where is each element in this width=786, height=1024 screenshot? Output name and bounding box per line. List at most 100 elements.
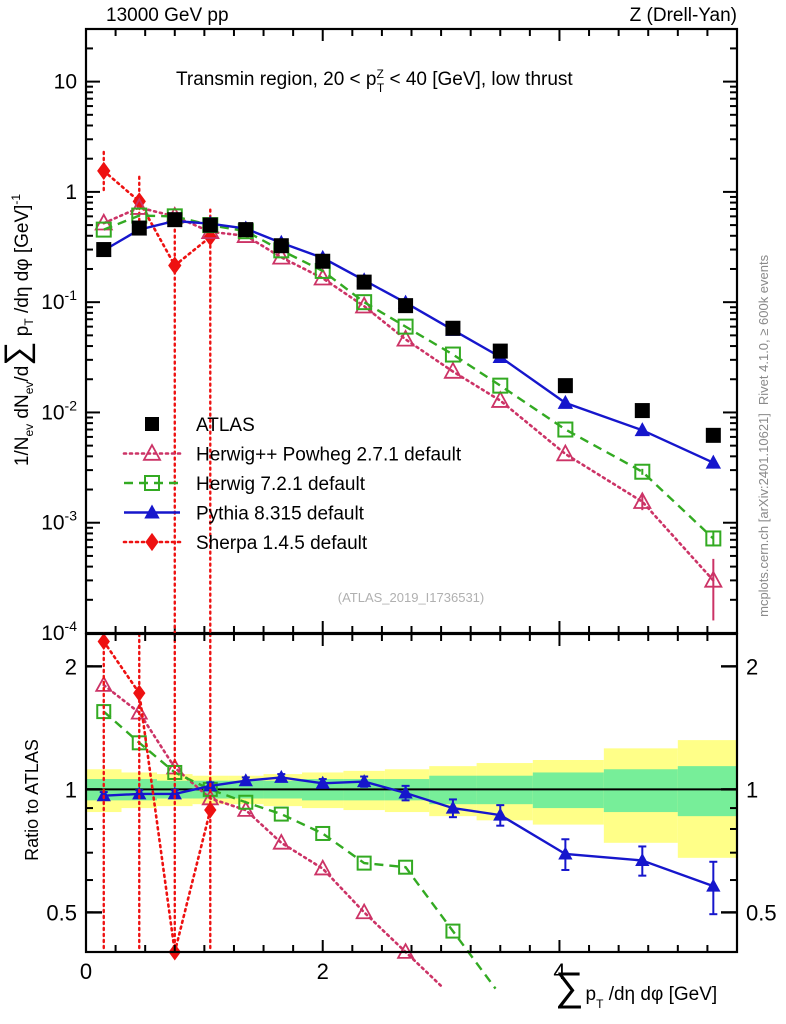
marker-square-filled — [445, 320, 461, 336]
marker-triangle-filled — [635, 852, 650, 866]
marker-diamond-filled — [97, 161, 111, 181]
legend-label: Herwig++ Powheg 2.7.1 default — [196, 445, 462, 466]
y-axis-label: 1/Nev dNev/d∑ pT /dη dφ [GeV]-1 — [0, 194, 36, 467]
title-sup-z: Z — [376, 67, 383, 81]
marker-triangle-filled — [493, 807, 508, 821]
marker-diamond-filled — [168, 256, 182, 275]
title-sub-t: T — [377, 81, 385, 95]
marker-triangle-open — [272, 833, 291, 850]
marker-triangle-filled — [557, 394, 574, 409]
marker-square-filled — [356, 274, 372, 290]
marker-triangle-open — [555, 443, 575, 462]
ratio-tick-label: 0.5 — [46, 900, 77, 925]
legend-entry-herwigpp: Herwig++ Powheg 2.7.1 default — [122, 443, 462, 466]
marker-triangle-filled — [357, 774, 372, 788]
legend-label: ATLAS — [196, 415, 255, 436]
marker-square-filled — [145, 417, 159, 431]
ratio-tick-label: 0.5 — [746, 900, 777, 925]
band-inner-bin — [677, 766, 737, 817]
ratio-series-sherpa — [97, 633, 217, 961]
marker-square-open — [397, 318, 414, 335]
marker-triangle-open — [443, 361, 463, 379]
marker-square-filled — [398, 298, 414, 314]
ratio-line — [103, 776, 714, 888]
ratio-tick-label: 1 — [746, 777, 758, 802]
marker-square-open — [356, 294, 373, 311]
marker-square-open — [557, 421, 574, 438]
y-tick-label: 10 — [54, 71, 77, 94]
marker-triangle-filled — [315, 775, 330, 789]
marker-triangle-filled — [238, 773, 253, 787]
marker-square-filled — [634, 403, 650, 419]
marker-triangle-filled — [445, 800, 461, 814]
marker-square-open — [95, 221, 112, 238]
marker-triangle-open — [490, 390, 510, 408]
marker-triangle-open — [271, 247, 291, 265]
plot-title: Transmin region, 20 < pZ T < 40 [GeV], lo… — [176, 67, 573, 95]
ratio-tick-label: 1 — [65, 777, 77, 802]
header-left-label: 13000 GeV pp — [106, 5, 229, 26]
marker-diamond-filled — [145, 532, 159, 552]
y-tick-label: 10-3 — [41, 508, 77, 535]
marker-triangle-open — [396, 329, 416, 347]
y-tick-label: 10-2 — [41, 397, 77, 424]
legend-entry-pythia: Pythia 8.315 default — [124, 504, 365, 525]
title-part-a: Transmin region, 20 < p — [176, 69, 376, 90]
legend-label: Herwig 7.2.1 default — [196, 474, 366, 495]
y-tick-label: 10-4 — [41, 618, 77, 645]
series-line-herwig++ — [102, 206, 715, 582]
marker-square-filled — [557, 378, 573, 394]
marker-square-filled — [131, 220, 147, 236]
marker-triangle-open — [129, 197, 149, 215]
ratio-tick-label: 2 — [65, 654, 77, 679]
mcplots-source-label: mcplots.cern.ch [arXiv:2401.10621] — [756, 413, 771, 617]
rivet-version-label: Rivet 4.1.0, ≥ 600k events — [756, 254, 771, 405]
x-tick-label: 0 — [80, 959, 92, 984]
marker-square-open — [315, 825, 331, 841]
marker-square-filled — [238, 222, 254, 238]
marker-triangle-filled — [274, 769, 289, 783]
ratio-sherpa-spikes — [102, 632, 212, 954]
ratio-axis-label: Ratio to ATLAS — [22, 739, 42, 861]
marker-triangle-open — [142, 443, 162, 461]
marker-triangle-open — [313, 858, 332, 876]
legend-entry-atlas: ATLAS — [145, 415, 255, 436]
marker-square-open — [492, 377, 509, 394]
marker-square-filled — [492, 343, 508, 359]
marker-square-filled — [273, 238, 289, 254]
x-axis-label: ∑ pT /dη dφ [GeV] — [555, 965, 717, 1011]
x-tick-label: 2 — [317, 959, 329, 984]
header-right-label: Z (Drell-Yan) — [630, 5, 737, 26]
marker-square-open — [634, 463, 651, 480]
x-tick-label: 4 — [553, 959, 565, 984]
svg-text:∑pT /dη dφ [GeV]: ∑ pT /dη dφ [GeV] — [555, 965, 717, 1011]
ratio-line — [102, 640, 212, 953]
ratio-line — [103, 710, 497, 990]
marker-square-filled — [96, 242, 112, 258]
band-inner-bin — [603, 769, 678, 813]
marker-triangle-open — [355, 902, 374, 920]
legend-entry-herwig: Herwig 7.2.1 default — [124, 474, 366, 495]
analysis-watermark: (ATLAS_2019_I1736531) — [338, 590, 484, 605]
ratio-panel: 2 2 1 1 0.5 0.5 0 2 4 — [46, 632, 777, 990]
marker-square-open — [445, 923, 461, 939]
legend-entry-sherpa: Sherpa 1.4.5 default — [122, 532, 368, 554]
y-tick-label: 10-1 — [41, 287, 77, 314]
marker-triangle-filled — [96, 788, 111, 802]
marker-square-open — [444, 346, 461, 363]
marker-square-open — [238, 794, 254, 810]
ratio-line — [102, 683, 445, 989]
marker-square-filled — [202, 217, 218, 233]
legend-label: Pythia 8.315 default — [196, 504, 365, 525]
marker-triangle-filled — [558, 846, 573, 860]
marker-square-open — [356, 855, 372, 871]
marker-square-open — [398, 859, 414, 875]
marker-square-filled — [167, 212, 183, 228]
marker-square-filled — [315, 253, 331, 269]
marker-square-filled — [705, 427, 721, 443]
series-atlas — [96, 212, 721, 443]
marker-square-open — [273, 806, 289, 822]
ratio-tick-label: 2 — [746, 654, 758, 679]
marker-triangle-filled — [144, 504, 160, 519]
